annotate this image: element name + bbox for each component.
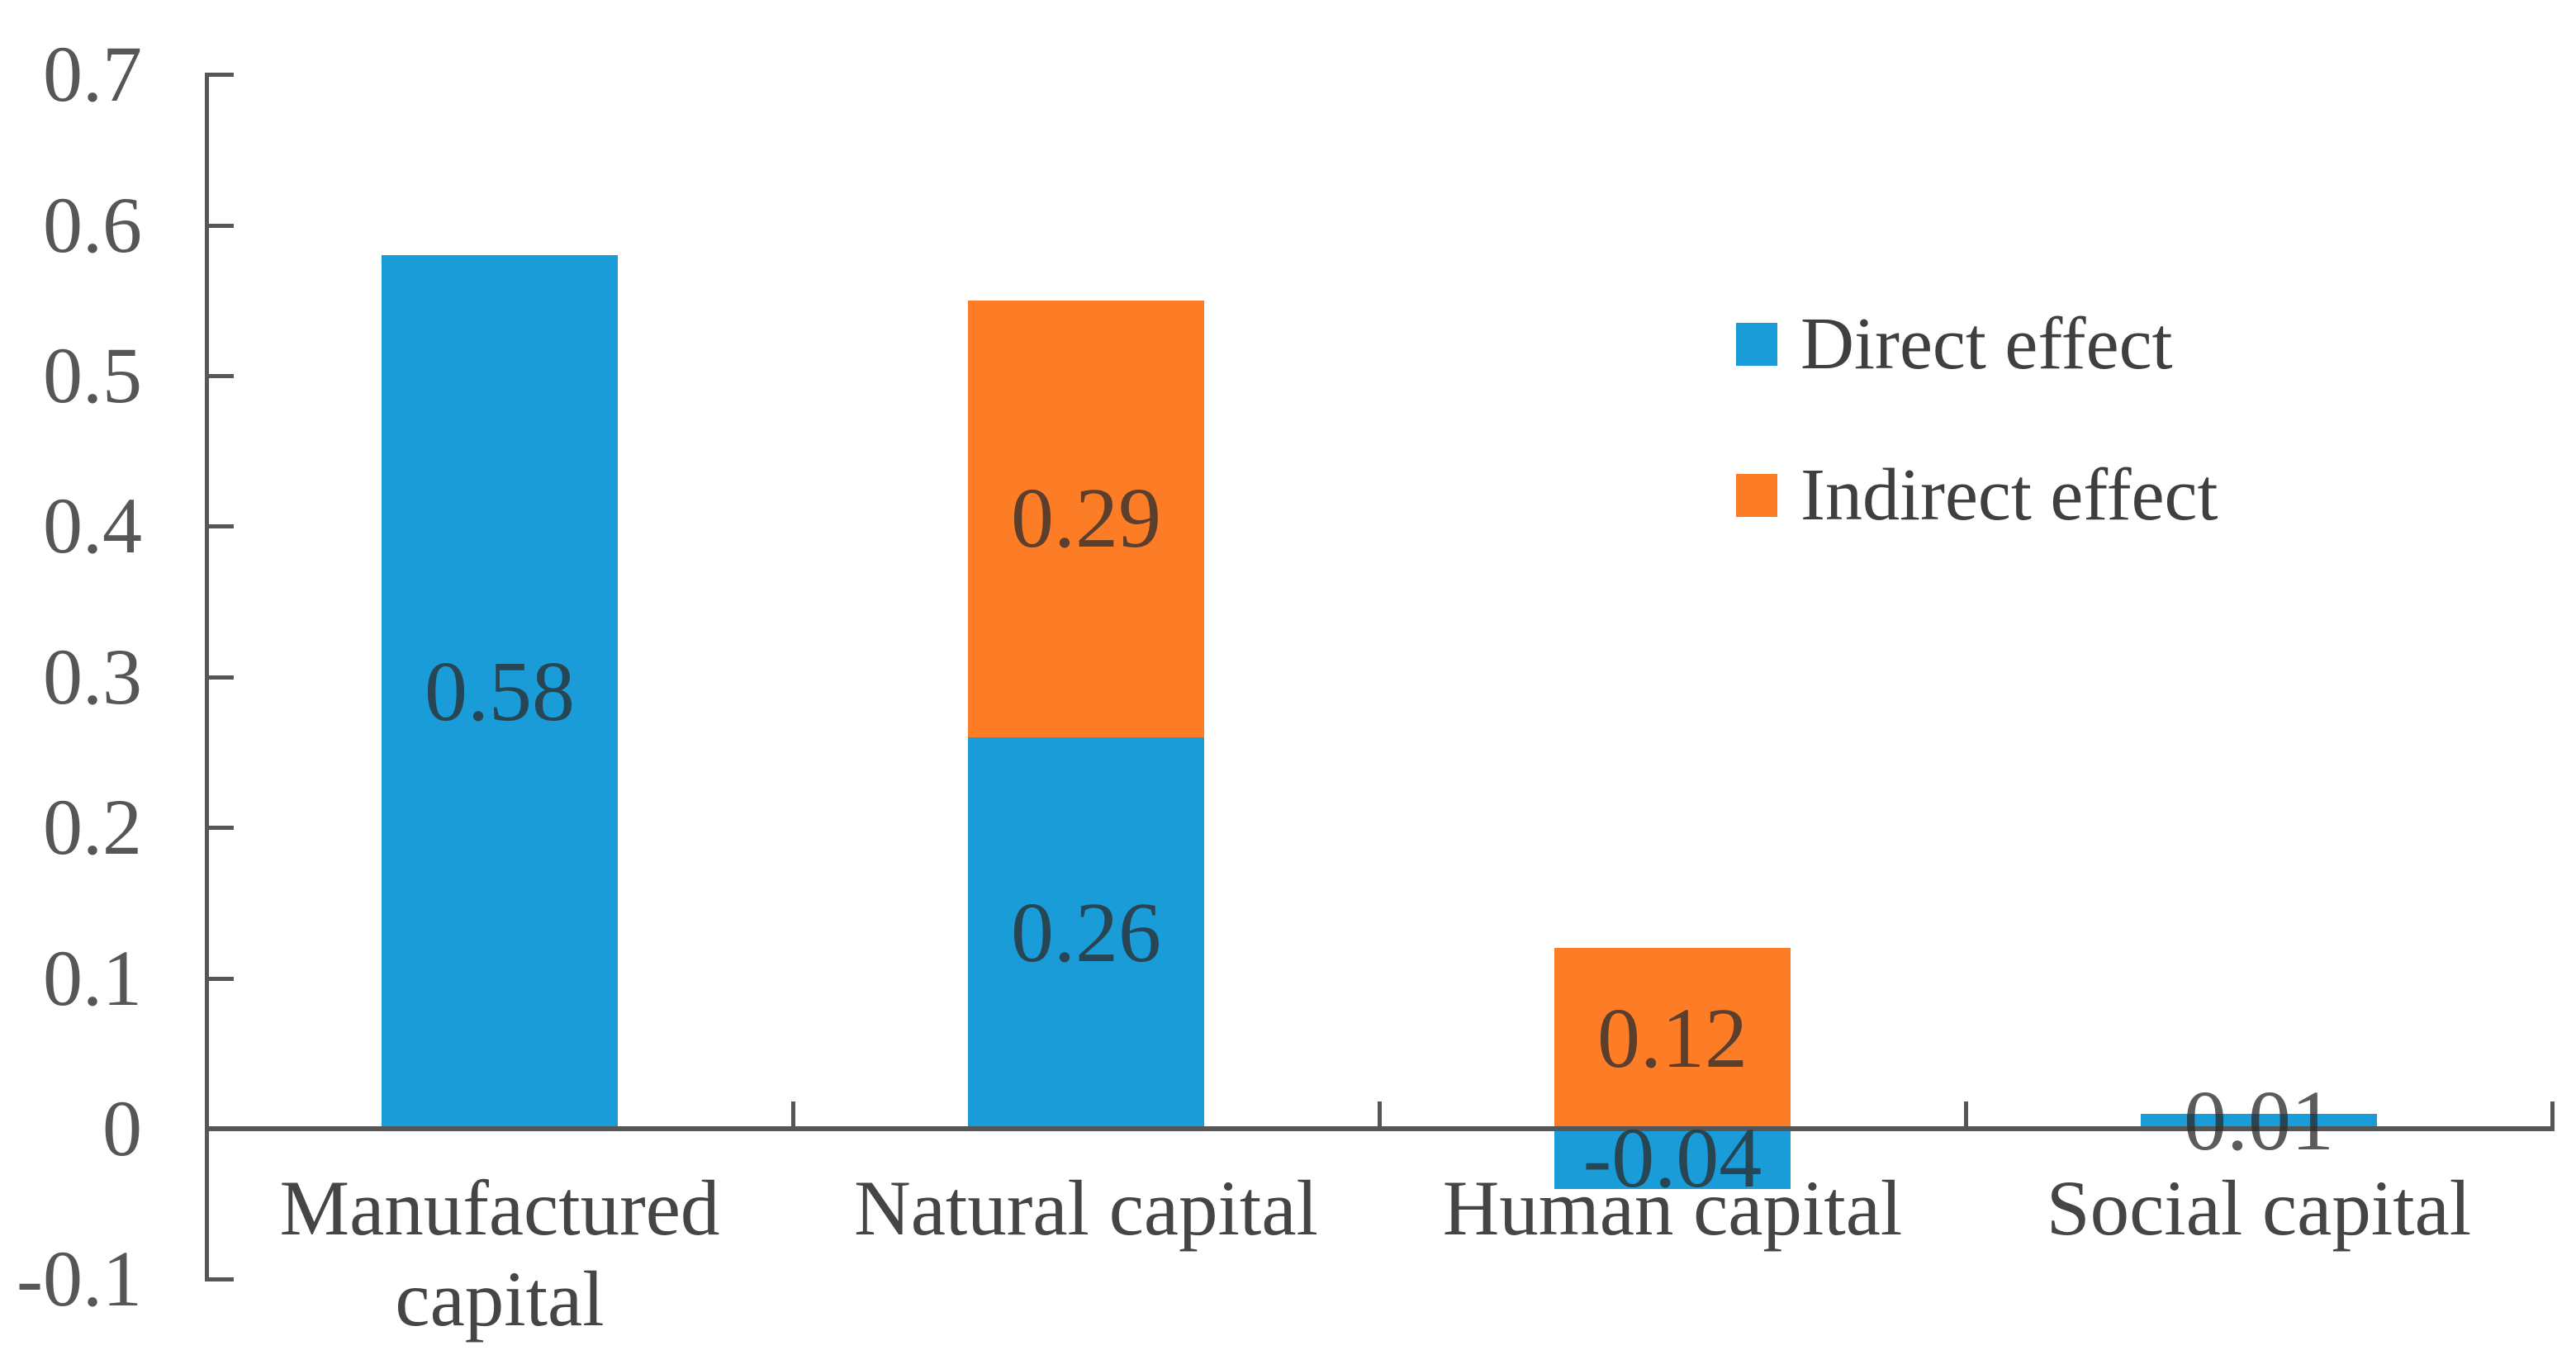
y-axis-tick-label: -0.1 (17, 1234, 142, 1324)
y-axis-tick (206, 1277, 234, 1282)
bar-value-label: -0.04 (1582, 1111, 1762, 1206)
legend-item-indirect-effect: Indirect effect (1736, 452, 2218, 538)
bar-social-capital-direct-effect: 0.01 (2141, 1078, 2377, 1163)
legend-swatch-indirect-effect (1736, 474, 1777, 517)
bar-manufactured-capital-direct-effect: 0.58 (382, 255, 618, 1129)
bar-human-capital-indirect-effect: 0.12 (1554, 948, 1791, 1129)
x-axis-tick (1378, 1101, 1382, 1126)
bar-value-label: 0.01 (2184, 1073, 2334, 1168)
legend-item-direct-effect: Direct effect (1736, 301, 2173, 387)
bar-value-label: 0.12 (1597, 990, 1748, 1086)
y-axis-tick-label: 0.2 (43, 783, 142, 872)
y-axis-tick (206, 826, 234, 831)
x-axis-category-label: Human capital (1442, 1164, 1903, 1252)
y-axis-tick-label: 0.7 (43, 30, 142, 119)
legend-swatch-direct-effect (1736, 323, 1777, 366)
y-axis-tick (206, 374, 234, 378)
x-axis-category-label: Manufactured capital (279, 1164, 720, 1343)
y-axis-tick-label: 0.1 (43, 933, 142, 1022)
x-axis-category-label: Natural capital (854, 1164, 1318, 1252)
bar-value-label: 0.29 (1011, 471, 1161, 566)
x-axis-tick (2550, 1101, 2555, 1126)
legend-label: Indirect effect (1800, 454, 2218, 536)
y-axis-tick (206, 223, 234, 228)
bar-human-capital-direct-effect: -0.04 (1554, 1116, 1791, 1201)
x-axis-category-label: Social capital (2046, 1164, 2472, 1252)
y-axis-tick-label: 0 (102, 1084, 142, 1172)
y-axis-tick (206, 976, 234, 981)
y-axis-tick-label: 0.4 (43, 481, 142, 571)
x-axis-line (205, 1126, 2555, 1131)
y-axis-tick-label: 0.6 (43, 180, 142, 269)
y-axis-line (205, 73, 209, 1281)
x-axis-tick (1964, 1101, 1968, 1126)
y-axis-tick-label: 0.5 (43, 331, 142, 419)
legend-label: Direct effect (1800, 303, 2173, 385)
x-axis-tick (791, 1101, 795, 1126)
y-axis-tick (206, 675, 234, 680)
bar-value-label: 0.58 (425, 644, 575, 740)
bar-natural-capital-indirect-effect: 0.29 (968, 300, 1204, 737)
bar-natural-capital-direct-effect: 0.26 (968, 737, 1204, 1129)
y-axis-tick-label: 0.3 (43, 632, 142, 721)
y-axis-tick (206, 73, 234, 78)
y-axis-tick (206, 524, 234, 529)
bar-value-label: 0.26 (1011, 884, 1161, 980)
